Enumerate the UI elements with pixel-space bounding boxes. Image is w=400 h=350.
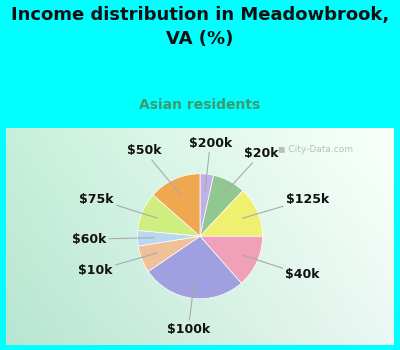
- Text: $60k: $60k: [72, 233, 154, 246]
- Wedge shape: [148, 236, 241, 299]
- Wedge shape: [200, 175, 243, 236]
- Wedge shape: [153, 174, 200, 236]
- Wedge shape: [138, 230, 200, 246]
- Wedge shape: [138, 236, 200, 271]
- Text: $75k: $75k: [80, 193, 158, 218]
- Text: $100k: $100k: [167, 282, 210, 336]
- Text: ◼ City-Data.com: ◼ City-Data.com: [278, 145, 353, 154]
- Wedge shape: [138, 195, 200, 236]
- Text: Asian residents: Asian residents: [139, 98, 261, 112]
- Wedge shape: [200, 236, 262, 283]
- Wedge shape: [200, 191, 262, 236]
- Text: $20k: $20k: [222, 147, 278, 196]
- Text: $50k: $50k: [127, 144, 180, 195]
- Wedge shape: [200, 174, 214, 236]
- Text: $10k: $10k: [78, 253, 157, 277]
- Text: Income distribution in Meadowbrook,
VA (%): Income distribution in Meadowbrook, VA (…: [11, 6, 389, 48]
- Text: $125k: $125k: [242, 193, 329, 218]
- Text: $200k: $200k: [189, 136, 232, 190]
- Text: $40k: $40k: [242, 255, 320, 281]
